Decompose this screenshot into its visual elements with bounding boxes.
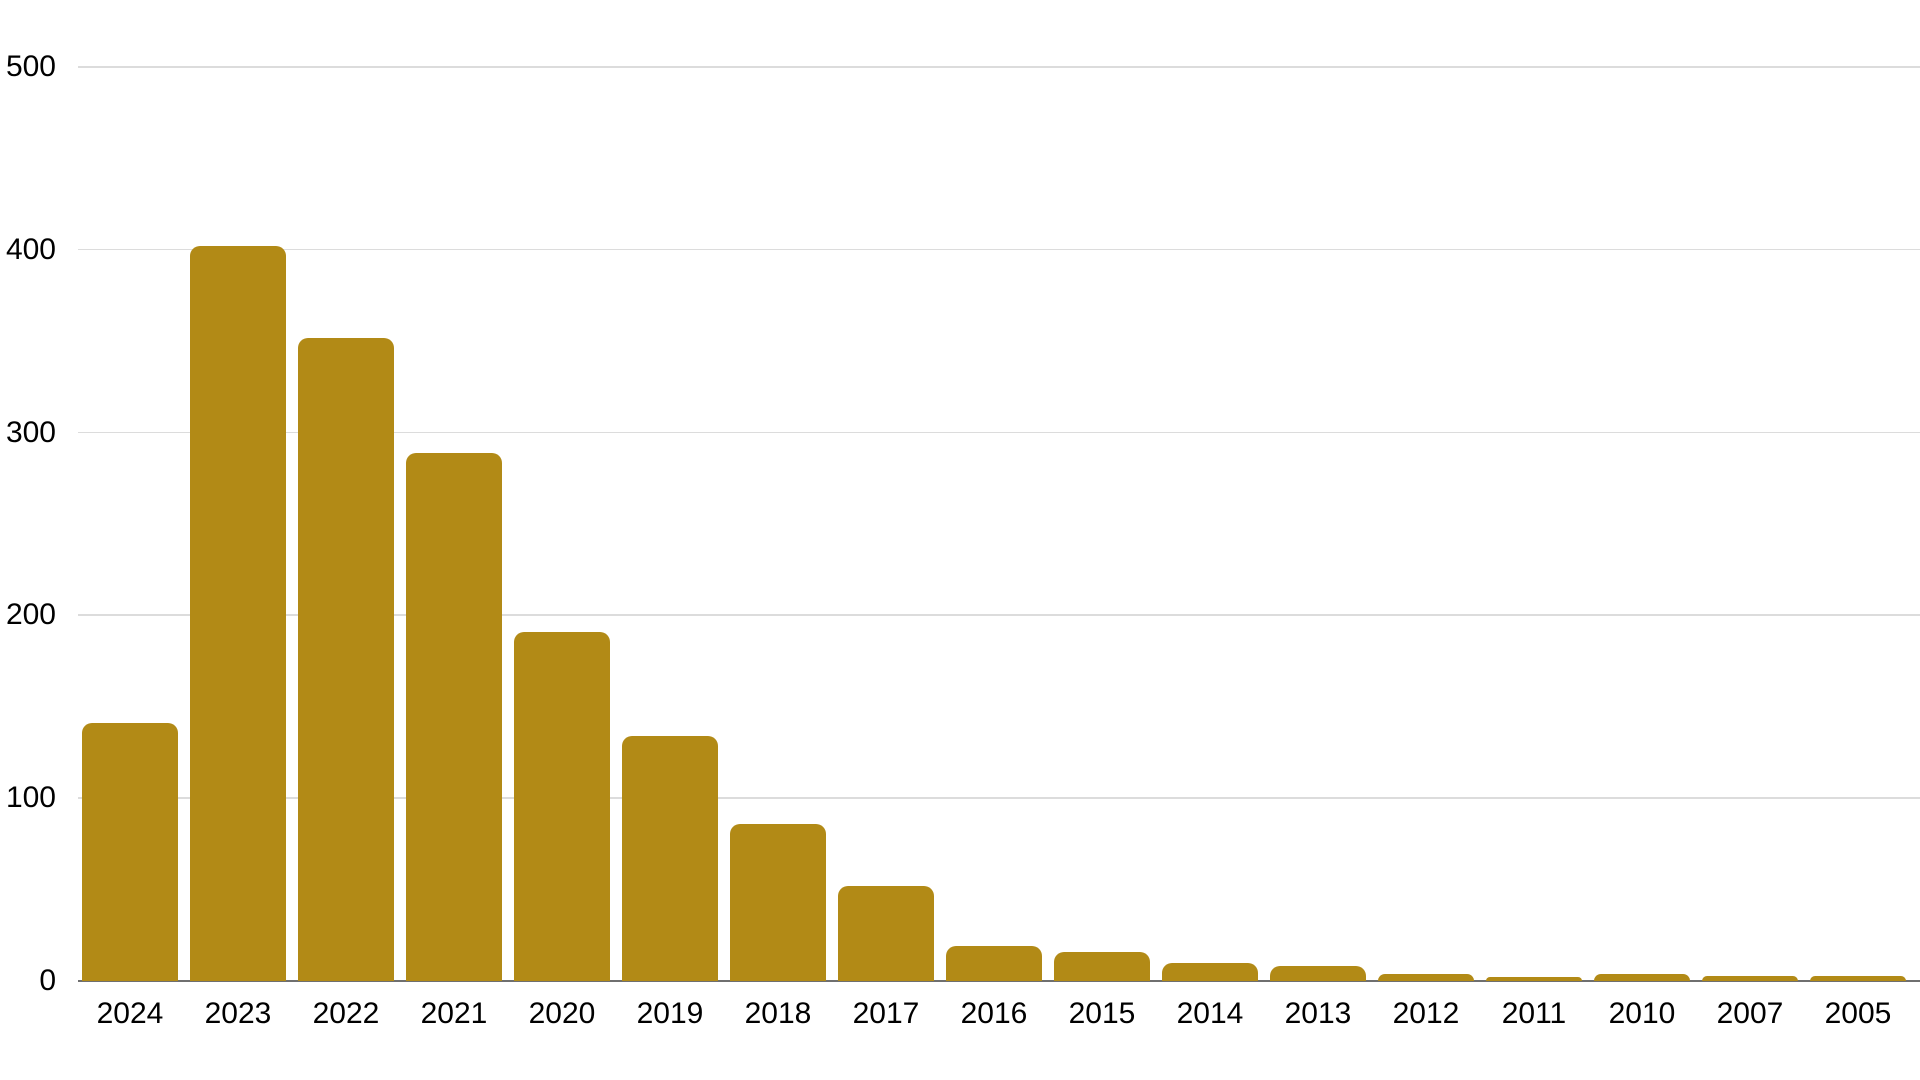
x-axis-tick-label: 2019 bbox=[636, 997, 704, 1030]
x-axis-tick-label: 2018 bbox=[744, 997, 812, 1030]
y-axis-tick-label: 400 bbox=[5, 232, 56, 266]
gridline bbox=[78, 66, 1920, 68]
bar-2013[interactable] bbox=[1270, 966, 1366, 981]
y-axis-tick-label: 0 bbox=[39, 964, 56, 997]
x-axis-tick-label: 2011 bbox=[1501, 997, 1567, 1030]
x-axis-tick-label: 2005 bbox=[1824, 997, 1892, 1030]
bar-2019[interactable] bbox=[622, 736, 718, 981]
bar-2005[interactable] bbox=[1810, 975, 1906, 981]
x-axis-tick-label: 2024 bbox=[96, 997, 164, 1030]
bar-2024[interactable] bbox=[82, 723, 178, 981]
bar-2010[interactable] bbox=[1594, 973, 1690, 981]
bar-2022[interactable] bbox=[298, 337, 394, 981]
x-axis-tick-label: 2022 bbox=[312, 997, 380, 1030]
x-axis-tick-label: 2020 bbox=[528, 997, 596, 1030]
x-axis-tick-label: 2017 bbox=[852, 997, 920, 1030]
bar-2023[interactable] bbox=[190, 246, 286, 981]
x-axis-tick-label: 2021 bbox=[420, 997, 488, 1030]
x-axis-tick-label: 2016 bbox=[960, 997, 1028, 1030]
bar-2012[interactable] bbox=[1378, 973, 1474, 981]
bar-2014[interactable] bbox=[1162, 962, 1258, 981]
x-axis-tick-label: 2012 bbox=[1392, 997, 1460, 1030]
gridline bbox=[78, 248, 1920, 251]
x-axis-tick-label: 2014 bbox=[1176, 997, 1244, 1030]
bar-2017[interactable] bbox=[838, 885, 934, 981]
bar-2016[interactable] bbox=[946, 946, 1042, 981]
y-axis-tick-label: 200 bbox=[5, 598, 56, 632]
bar-2007[interactable] bbox=[1702, 975, 1798, 981]
x-axis-tick-label: 2007 bbox=[1716, 997, 1784, 1030]
bar-2015[interactable] bbox=[1054, 951, 1150, 981]
x-axis-tick-label: 2023 bbox=[204, 997, 272, 1030]
y-axis-tick-label: 100 bbox=[5, 781, 56, 815]
x-axis-tick-label: 2013 bbox=[1284, 997, 1352, 1030]
bar-2020[interactable] bbox=[514, 631, 610, 981]
bar-2011[interactable] bbox=[1486, 977, 1582, 981]
bar-2018[interactable] bbox=[730, 823, 826, 981]
bar-2021[interactable] bbox=[406, 452, 502, 981]
y-axis-tick-label: 500 bbox=[5, 50, 56, 83]
x-axis-tick-label: 2010 bbox=[1608, 997, 1676, 1030]
y-axis-tick-label: 300 bbox=[5, 415, 56, 449]
x-axis-tick-label: 2015 bbox=[1068, 997, 1136, 1030]
